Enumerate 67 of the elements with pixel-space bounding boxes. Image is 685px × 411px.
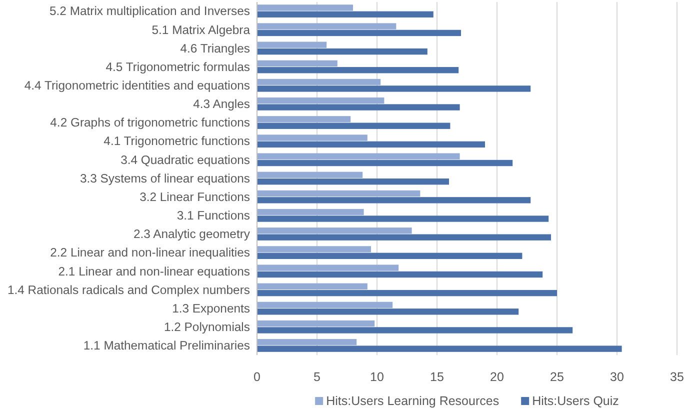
bar xyxy=(257,97,384,104)
y-tick-label: 2.2 Linear and non-linear inequalities xyxy=(50,246,250,260)
bar xyxy=(257,160,513,166)
bar xyxy=(257,141,485,148)
y-tick-label: 2.1 Linear and non-linear equations xyxy=(58,264,250,278)
bar xyxy=(257,178,449,185)
bar xyxy=(257,271,543,278)
x-tick-label: 0 xyxy=(254,370,261,384)
bar xyxy=(257,116,351,122)
bar xyxy=(257,172,363,178)
bar xyxy=(257,308,519,315)
bar xyxy=(257,339,357,346)
x-tick-label: 20 xyxy=(490,370,504,384)
x-tick-label: 30 xyxy=(610,370,624,384)
x-tick-label: 15 xyxy=(430,370,444,384)
y-tick-label: 1.4 Rationals radicals and Complex numbers xyxy=(7,282,250,297)
bar xyxy=(257,228,412,234)
y-tick-label: 3.4 Quadratic equations xyxy=(120,152,250,167)
x-tick-label: 35 xyxy=(670,370,684,384)
bar xyxy=(257,122,450,129)
y-tick-label: 1.1 Mathematical Preliminaries xyxy=(83,338,250,353)
bar xyxy=(257,4,353,11)
y-tick-label: 5.2 Matrix multiplication and Inverses xyxy=(49,4,250,18)
bar xyxy=(257,246,371,252)
bar xyxy=(257,327,573,334)
legend-label: Hits:Users Quiz xyxy=(532,394,619,408)
y-tick-label: 1.3 Exponents xyxy=(172,301,250,316)
y-tick-label: 4.3 Angles xyxy=(193,97,250,112)
bar xyxy=(257,67,459,74)
bar xyxy=(257,60,338,67)
bar xyxy=(257,290,557,296)
y-tick-label: 4.4 Trigonometric identities and equations xyxy=(24,78,250,93)
bar xyxy=(257,264,399,271)
bar xyxy=(257,48,428,55)
bar xyxy=(257,11,434,18)
bar xyxy=(257,216,549,222)
bar xyxy=(257,320,375,327)
bar xyxy=(257,208,364,216)
bar xyxy=(257,86,531,92)
y-tick-label: 3.2 Linear Functions xyxy=(140,190,250,204)
y-tick-label: 4.2 Graphs of trigonometric functions xyxy=(50,116,250,130)
bar xyxy=(257,346,622,352)
x-tick-label: 25 xyxy=(550,370,564,384)
y-tick-label: 2.3 Analytic geometry xyxy=(133,227,251,242)
bar xyxy=(257,283,368,290)
y-tick-label: 4.1 Trigonometric functions xyxy=(104,134,250,148)
bar xyxy=(257,104,460,110)
bar xyxy=(257,252,522,260)
bar xyxy=(257,23,396,30)
y-tick-label: 3.1 Functions xyxy=(176,208,250,223)
y-tick-label: 3.3 Systems of linear equations xyxy=(80,171,250,186)
bar xyxy=(257,153,460,160)
y-tick-label: 4.5 Trigonometric formulas xyxy=(106,60,250,74)
bar xyxy=(257,78,381,86)
bar xyxy=(257,234,551,240)
bar xyxy=(257,197,531,204)
bar xyxy=(257,134,368,141)
legend-label: Hits:Users Learning Resources xyxy=(326,394,500,408)
x-tick-label: 5 xyxy=(314,370,321,384)
bar xyxy=(257,30,461,36)
y-tick-label: 1.2 Polynomials xyxy=(164,320,250,334)
bar xyxy=(257,302,393,308)
y-tick-label: 4.6 Triangles xyxy=(180,41,250,56)
bar xyxy=(257,190,420,197)
bar xyxy=(257,42,327,48)
x-tick-label: 10 xyxy=(370,370,384,384)
y-tick-label: 5.1 Matrix Algebra xyxy=(152,22,250,37)
